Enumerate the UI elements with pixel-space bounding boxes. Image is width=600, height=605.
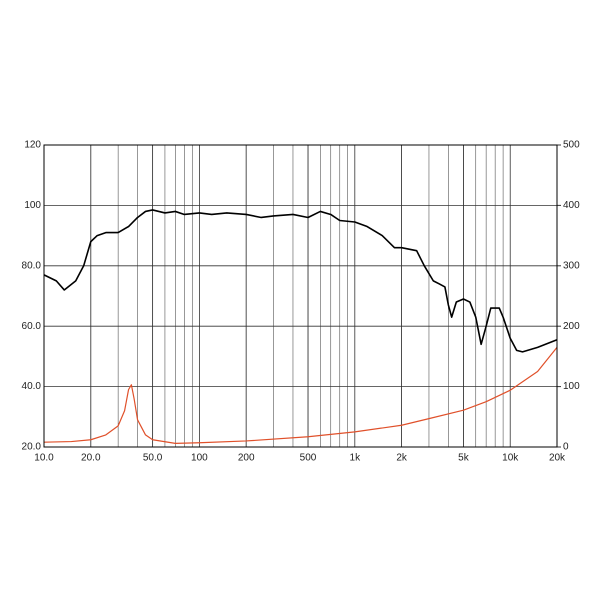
y-tick-label: 40.0 <box>22 381 42 392</box>
y-tick-label: 120 <box>24 140 41 151</box>
y-tick-label: 20.0 <box>22 442 42 453</box>
x-tick-label: 200 <box>238 453 255 464</box>
y2-tick-label: 200 <box>563 321 580 332</box>
y2-tick-label: 300 <box>563 260 580 271</box>
x-tick-label: 1k <box>350 453 362 464</box>
y-tick-label: 80.0 <box>22 260 42 271</box>
y-tick-label: 60.0 <box>22 321 42 332</box>
y2-tick-label: 500 <box>563 140 580 151</box>
x-tick-label: 20.0 <box>81 453 101 464</box>
y2-tick-label: 100 <box>563 381 580 392</box>
x-tick-label: 500 <box>300 453 317 464</box>
y2-tick-label: 400 <box>563 200 580 211</box>
y2-tick-label: 0 <box>563 442 569 453</box>
x-tick-label: 5k <box>458 453 470 464</box>
series-line <box>43 209 558 353</box>
x-tick-label: 10k <box>502 453 519 464</box>
x-tick-label: 100 <box>191 453 208 464</box>
y-tick-label: 100 <box>24 200 41 211</box>
plot-frame <box>43 144 558 448</box>
x-tick-label: 10.0 <box>34 453 54 464</box>
x-tick-label: 2k <box>396 453 408 464</box>
x-tick-label: 20k <box>549 453 566 464</box>
series-line <box>43 346 558 444</box>
x-tick-label: 50.0 <box>143 453 163 464</box>
